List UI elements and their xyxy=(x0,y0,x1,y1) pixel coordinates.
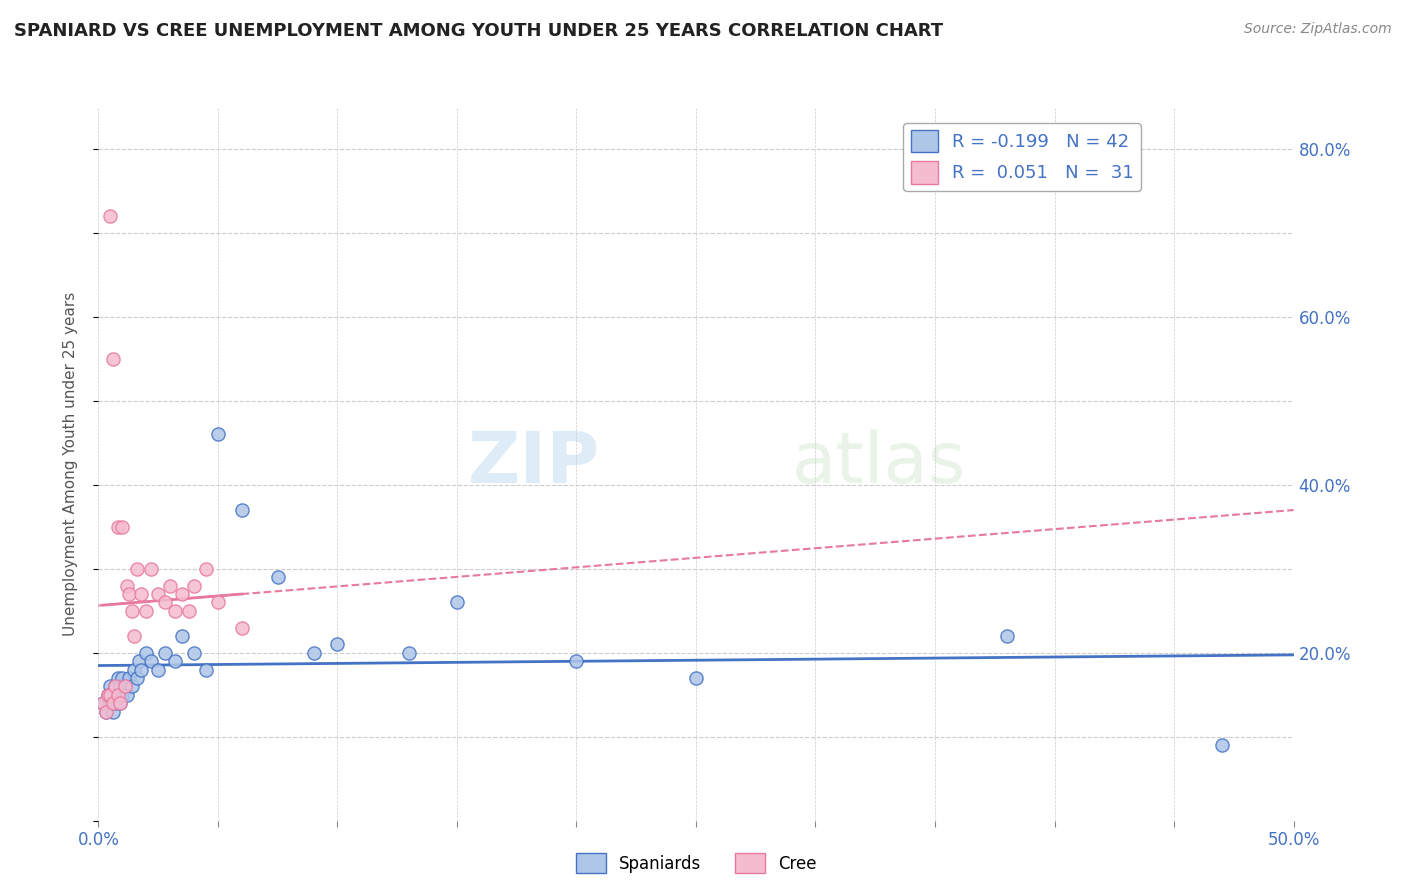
Point xyxy=(125,671,148,685)
Point xyxy=(995,629,1018,643)
Point xyxy=(104,679,127,693)
Point xyxy=(114,679,136,693)
Point xyxy=(101,351,124,366)
Point xyxy=(128,654,150,668)
Point xyxy=(231,503,253,517)
Point xyxy=(207,427,229,442)
Point xyxy=(98,209,122,223)
Point xyxy=(101,696,124,710)
Point xyxy=(98,696,122,710)
Point xyxy=(111,671,134,685)
Point xyxy=(118,671,141,685)
Point xyxy=(302,646,325,660)
Point xyxy=(101,688,124,702)
Point xyxy=(326,637,349,651)
Point xyxy=(101,705,124,719)
Point xyxy=(108,696,131,710)
Point xyxy=(98,679,122,693)
Point xyxy=(131,663,153,677)
Point xyxy=(148,663,170,677)
Point xyxy=(172,587,194,601)
Point xyxy=(121,679,143,693)
Point xyxy=(565,654,588,668)
Point xyxy=(91,696,114,710)
Point xyxy=(118,587,141,601)
Point xyxy=(1211,738,1233,752)
Point xyxy=(155,646,177,660)
Point xyxy=(183,646,205,660)
Text: atlas: atlas xyxy=(792,429,966,499)
Point xyxy=(135,604,157,618)
Text: ZIP: ZIP xyxy=(468,429,600,499)
Point xyxy=(107,688,129,702)
Point xyxy=(107,671,129,685)
Point xyxy=(183,578,205,592)
Point xyxy=(139,562,162,576)
Point xyxy=(267,570,290,584)
Point xyxy=(107,520,129,534)
Point xyxy=(155,595,177,609)
Point xyxy=(108,679,131,693)
Point xyxy=(207,595,229,609)
Point xyxy=(398,646,420,660)
Point xyxy=(108,696,131,710)
Point xyxy=(172,629,194,643)
Point xyxy=(685,671,707,685)
Point xyxy=(159,578,181,592)
Point xyxy=(111,688,134,702)
Point xyxy=(194,562,218,576)
Point xyxy=(115,688,138,702)
Point xyxy=(446,595,468,609)
Point xyxy=(98,688,122,702)
Point xyxy=(104,696,127,710)
Point xyxy=(97,688,120,702)
Point xyxy=(124,663,146,677)
Y-axis label: Unemployment Among Youth under 25 years: Unemployment Among Youth under 25 years xyxy=(63,292,77,636)
Point xyxy=(131,587,153,601)
Point xyxy=(163,654,186,668)
Text: SPANIARD VS CREE UNEMPLOYMENT AMONG YOUTH UNDER 25 YEARS CORRELATION CHART: SPANIARD VS CREE UNEMPLOYMENT AMONG YOUT… xyxy=(14,22,943,40)
Point xyxy=(104,679,127,693)
Point xyxy=(111,520,134,534)
Point xyxy=(148,587,170,601)
Point xyxy=(163,604,186,618)
Point xyxy=(94,705,117,719)
Point xyxy=(125,562,148,576)
Point xyxy=(115,578,138,592)
Point xyxy=(107,688,129,702)
Point xyxy=(139,654,162,668)
Text: Source: ZipAtlas.com: Source: ZipAtlas.com xyxy=(1244,22,1392,37)
Point xyxy=(135,646,157,660)
Legend: Spaniards, Cree: Spaniards, Cree xyxy=(569,847,823,880)
Point xyxy=(124,629,146,643)
Point xyxy=(91,696,114,710)
Point xyxy=(94,705,117,719)
Point xyxy=(194,663,218,677)
Point xyxy=(231,621,253,635)
Point xyxy=(121,604,143,618)
Point xyxy=(114,679,136,693)
Point xyxy=(179,604,201,618)
Point xyxy=(97,688,120,702)
